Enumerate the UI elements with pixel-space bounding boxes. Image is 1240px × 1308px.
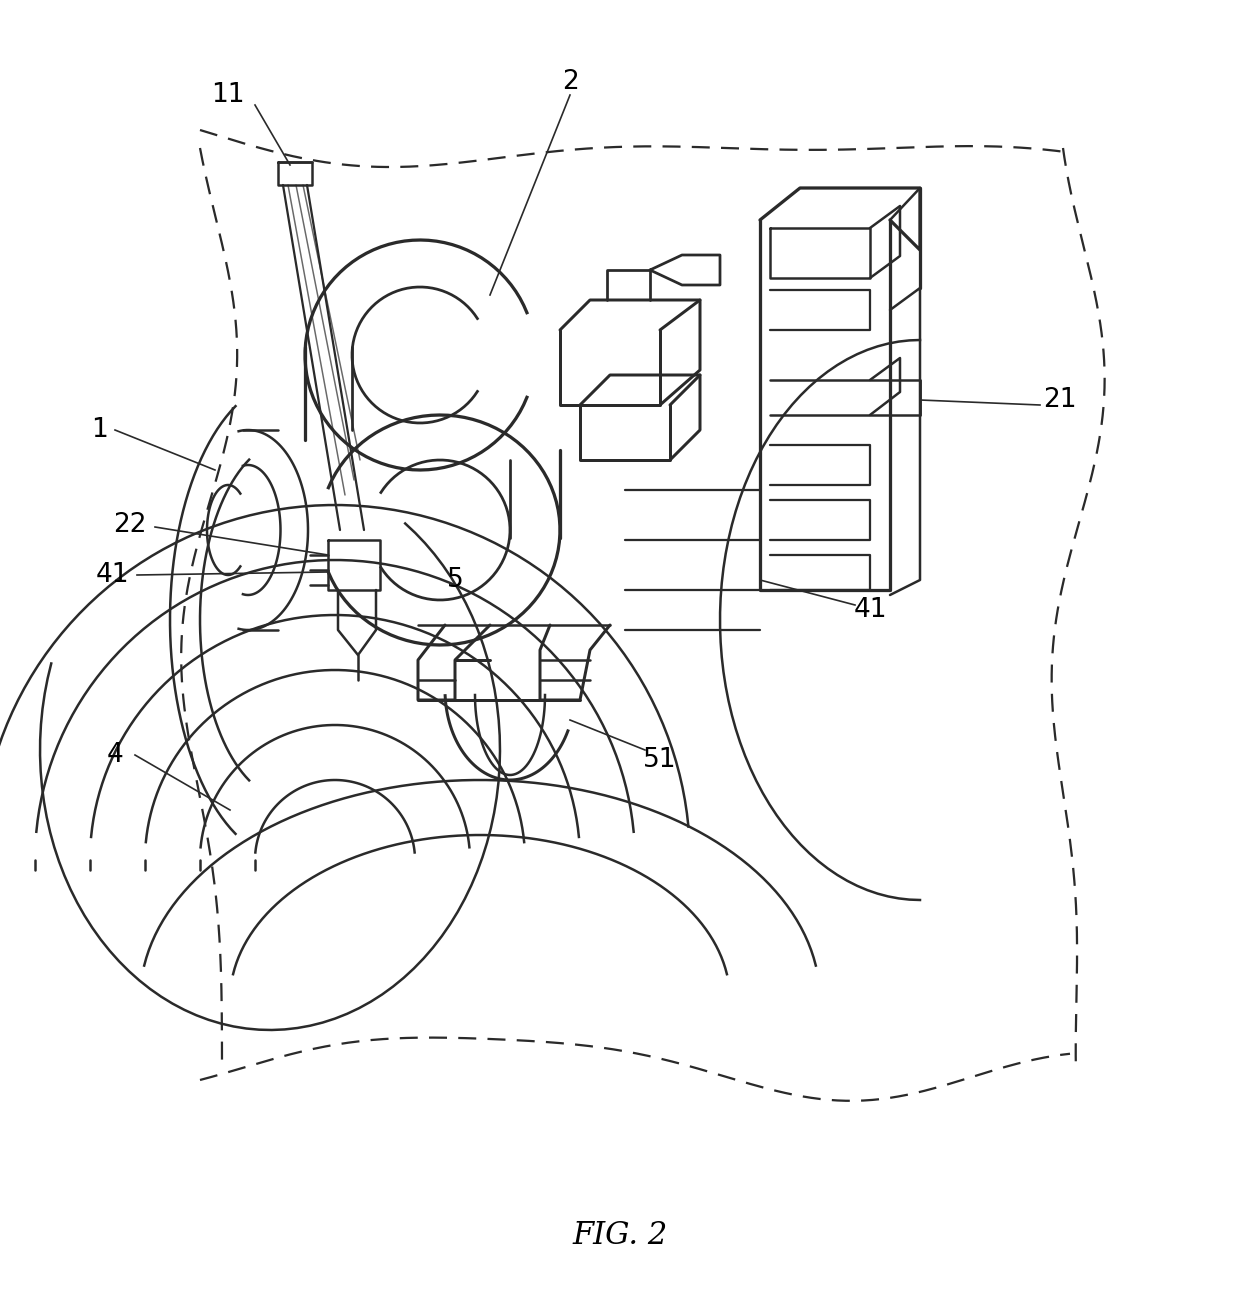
Text: 21: 21: [1043, 387, 1076, 413]
Text: 2: 2: [562, 69, 578, 95]
Text: 5: 5: [446, 566, 464, 593]
Text: 22: 22: [113, 511, 146, 538]
Text: 1: 1: [92, 417, 108, 443]
Text: 11: 11: [211, 82, 244, 109]
Text: FIG. 2: FIG. 2: [573, 1219, 667, 1250]
Text: 4: 4: [107, 742, 123, 768]
Text: 41: 41: [95, 562, 129, 589]
Text: 51: 51: [644, 747, 677, 773]
Text: 41: 41: [853, 596, 887, 623]
